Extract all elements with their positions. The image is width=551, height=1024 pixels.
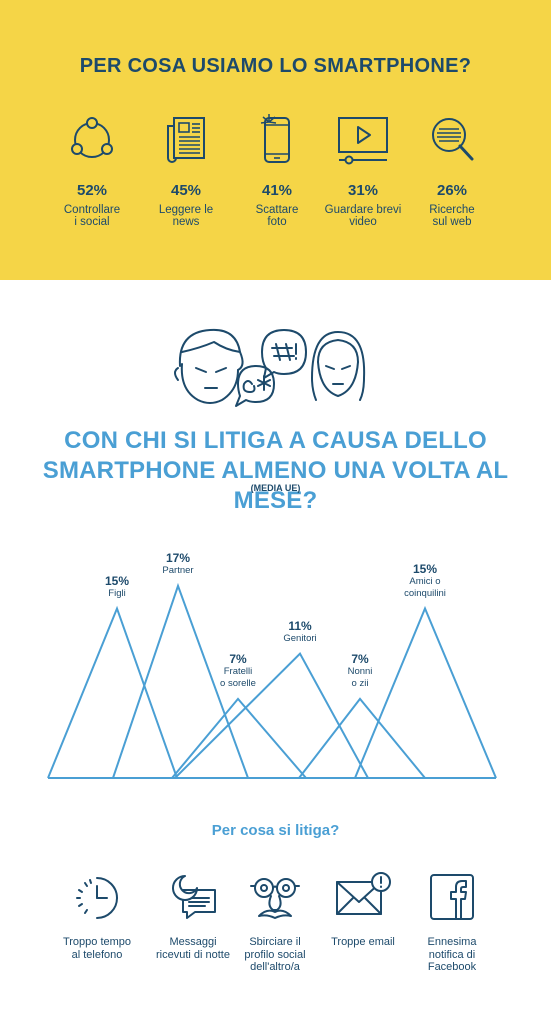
usage-label: Scattare bbox=[255, 204, 299, 216]
reason-item-facebook: Ennesima notifica di Facebook bbox=[402, 870, 502, 974]
chart-peak-percent: 7% bbox=[351, 651, 369, 666]
usage-label: foto bbox=[267, 216, 287, 228]
chart-peak-category: Amici o bbox=[409, 575, 441, 587]
reason-item-peeking: Sbirciare il profilo social dell'altro/a bbox=[225, 870, 325, 974]
arguments-chart-svg bbox=[47, 582, 497, 779]
reason-item-time: Troppo tempo al telefono bbox=[47, 870, 147, 961]
usage-title: PER COSA USIAMO LO SMARTPHONE? bbox=[79, 55, 472, 77]
chart-peak-label: 15% Amici o coinquilini bbox=[385, 562, 465, 600]
arguments-title-line2: SMARTPHONE ALMENO UNA VOLTA AL MESE? bbox=[42, 457, 509, 514]
usage-label: Ricerche bbox=[429, 204, 475, 216]
chart-peak-category: o sorelle bbox=[220, 677, 256, 689]
disguise-glasses-icon bbox=[250, 878, 300, 919]
video-player-icon bbox=[338, 117, 388, 165]
usage-label: Controllare bbox=[63, 204, 121, 216]
usage-label: video bbox=[349, 216, 377, 228]
chart-peak-6 bbox=[354, 605, 497, 779]
reason-label: Troppo tempo al telefono bbox=[62, 936, 132, 961]
arguments-subtitle: (MEDIA UE) bbox=[250, 483, 301, 493]
chart-peak-category: Fratelli bbox=[223, 665, 253, 677]
chart-peak-category: coinquilini bbox=[404, 587, 446, 599]
usage-label: Guardare brevi bbox=[324, 204, 402, 216]
usage-item-news: 45% Leggere le news bbox=[136, 112, 236, 228]
chart-peak-category: Figli bbox=[108, 587, 126, 599]
chart-peak-5 bbox=[298, 697, 426, 779]
chart-peak-3 bbox=[171, 697, 307, 779]
usage-label: news bbox=[172, 216, 200, 228]
chart-peak-percent: 11% bbox=[288, 618, 312, 633]
reasons-title: Per cosa si litiga? bbox=[211, 822, 340, 839]
reason-label: Messaggi ricevuti di notte bbox=[156, 936, 230, 961]
usage-section: PER COSA USIAMO LO SMARTPHONE? 52% Contr… bbox=[0, 0, 551, 280]
chart-peak-label: 15% Figli bbox=[77, 574, 157, 600]
share-network-icon bbox=[71, 117, 113, 158]
chart-peak-category: Partner bbox=[162, 564, 194, 576]
chart-peak-4 bbox=[174, 652, 369, 779]
reason-label: Troppe email bbox=[331, 936, 395, 948]
usage-label: Leggere le bbox=[158, 204, 214, 216]
arguments-title-line1: CON CHI SI LITIGA A CAUSA DELLO bbox=[64, 427, 487, 454]
chart-peak-label: 17% Partner bbox=[138, 551, 218, 577]
chart-peak-percent: 15% bbox=[104, 573, 130, 588]
arguments-title: CON CHI SI LITIGA A CAUSA DELLO SMARTPHO… bbox=[0, 426, 551, 516]
usage-item-search: 26% Ricerche sul web bbox=[402, 112, 502, 228]
reason-label: Sbirciare il profilo social dell'altro/a bbox=[244, 936, 306, 973]
usage-percent: 45% bbox=[170, 182, 202, 199]
chart-peak-label: 11% Genitori bbox=[260, 619, 340, 645]
chart-peak-label: 7% Fratelli o sorelle bbox=[198, 652, 278, 690]
usage-item-social: 52% Controllare i social bbox=[42, 112, 142, 228]
chart-peak-percent: 7% bbox=[229, 651, 247, 666]
usage-item-video: 31% Guardare brevi video bbox=[313, 112, 413, 228]
chart-peak-label: 7% Nonni o zii bbox=[320, 652, 400, 690]
email-alert-icon bbox=[336, 872, 391, 915]
reason-label: Ennesima notifica di Facebook bbox=[427, 936, 477, 973]
usage-label: i social bbox=[74, 216, 110, 228]
chart-peak-category: Nonni bbox=[347, 665, 373, 677]
speech-bubbles-icon bbox=[235, 329, 307, 407]
chart-peak-percent: 17% bbox=[165, 550, 191, 565]
usage-percent: 26% bbox=[436, 182, 468, 199]
chart-peak-category: o zii bbox=[351, 677, 369, 689]
reason-item-emails: Troppe email bbox=[313, 870, 413, 949]
clock-icon bbox=[76, 877, 118, 919]
man-face-icon bbox=[174, 328, 244, 404]
facebook-icon bbox=[430, 874, 474, 920]
chart-peak-1 bbox=[47, 605, 178, 779]
chart-peak-percent: 15% bbox=[412, 561, 438, 576]
usage-percent: 41% bbox=[261, 182, 293, 199]
arguing-faces-illustration bbox=[174, 328, 366, 407]
usage-item-photo: 41% Scattare foto bbox=[227, 112, 327, 228]
usage-percent: 52% bbox=[76, 182, 108, 199]
phone-flash-icon bbox=[260, 114, 290, 163]
usage-label: sul web bbox=[432, 216, 472, 228]
chart-peak-category: Genitori bbox=[283, 632, 317, 644]
woman-face-icon bbox=[311, 331, 366, 401]
newspaper-icon bbox=[167, 117, 205, 163]
night-message-icon bbox=[172, 875, 216, 919]
usage-percent: 31% bbox=[347, 182, 379, 199]
reason-item-night-messages: Messaggi ricevuti di notte bbox=[143, 870, 243, 961]
magnifier-icon bbox=[432, 118, 474, 161]
arguments-chart: 15% Figli 17% Partner 7% Fratelli o sorelle 11%… bbox=[0, 500, 551, 800]
